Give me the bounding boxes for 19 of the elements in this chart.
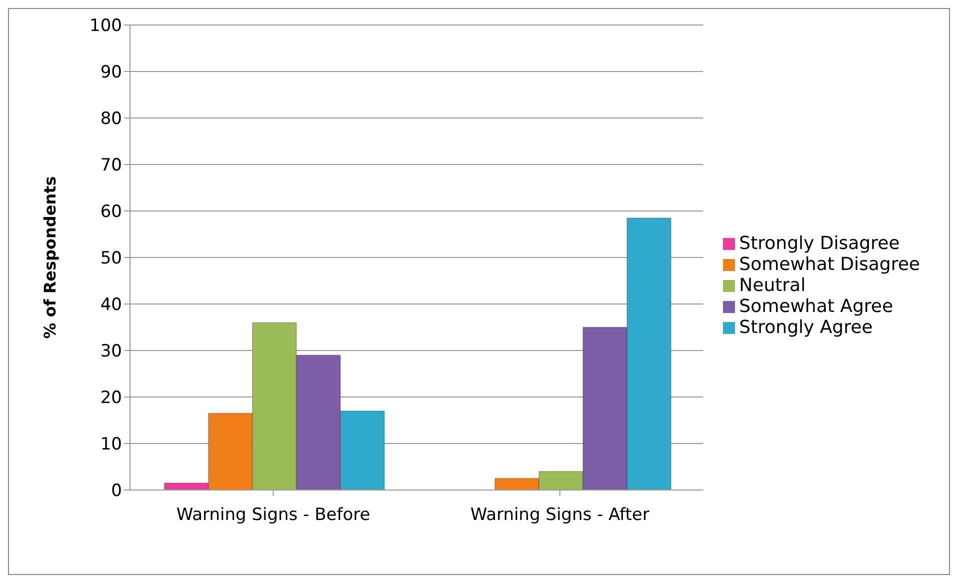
- y-tick-label: 100: [90, 16, 122, 36]
- y-tick-label: 50: [100, 248, 122, 269]
- legend-label: Neutral: [739, 274, 806, 296]
- y-tick-label: 80: [100, 109, 122, 130]
- y-tick-label: 60: [100, 202, 122, 222]
- y-tick-label: 10: [100, 434, 122, 455]
- x-tick-label: Warning Signs - Before: [176, 505, 370, 526]
- y-axis-title: % of Respondents: [40, 176, 60, 339]
- legend-label: Somewhat Agree: [739, 296, 894, 316]
- x-tick-label: Warning Signs - After: [470, 505, 650, 526]
- legend-label: Somewhat Disagree: [739, 254, 920, 274]
- y-tick-label: 40: [100, 295, 122, 316]
- legend-label: Strongly Agree: [739, 316, 873, 338]
- legend-label: Strongly Disagree: [739, 232, 900, 254]
- y-tick-label: 70: [100, 156, 122, 176]
- y-tick-label: 0: [111, 481, 122, 502]
- y-tick-label: 20: [100, 388, 122, 408]
- y-tick-label: 30: [100, 342, 122, 362]
- y-tick-label: 90: [100, 62, 122, 83]
